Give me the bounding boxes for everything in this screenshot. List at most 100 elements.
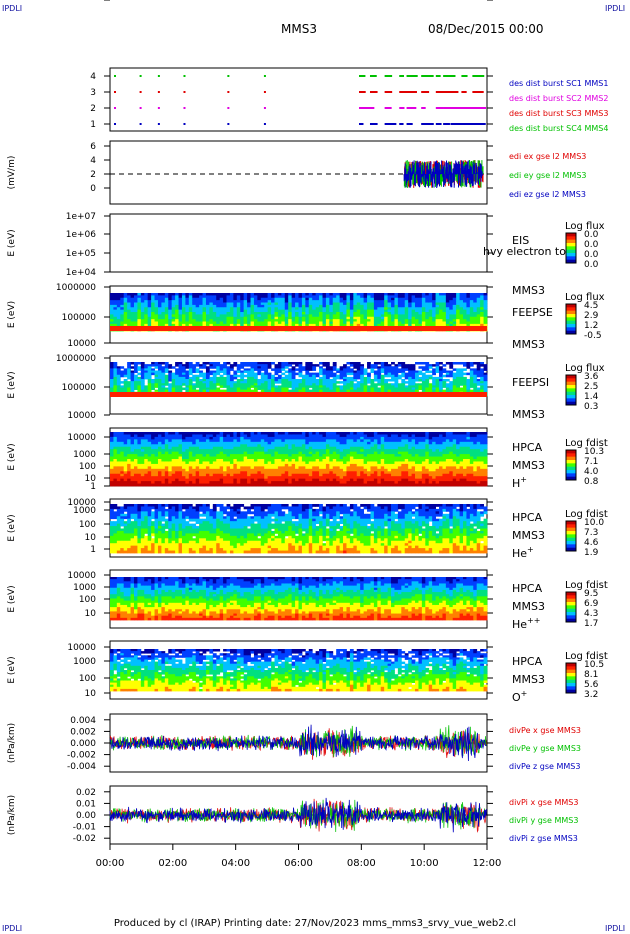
spectrogram-bin xyxy=(384,364,389,367)
spectrogram-bin xyxy=(329,300,334,303)
spectrogram-bin xyxy=(343,389,347,393)
spectrogram-bin xyxy=(301,302,306,306)
spectrogram-bin xyxy=(425,385,430,388)
spectrogram-bin xyxy=(271,478,275,482)
spectrogram-bin xyxy=(140,451,145,455)
spectrogram-bin xyxy=(380,379,385,382)
spectrogram-bin xyxy=(116,436,121,440)
spectrogram-bin xyxy=(380,312,385,315)
spectrogram-bin xyxy=(185,312,190,315)
spectrogram-bin xyxy=(466,295,471,299)
spectrogram-bin xyxy=(274,323,279,327)
burst-interval xyxy=(227,123,230,125)
spectrogram-bin xyxy=(325,297,330,301)
spectrogram-bin xyxy=(483,389,488,393)
spectrogram-bin xyxy=(439,368,443,371)
species-label-feeps-i: MMS3 xyxy=(512,408,545,421)
burst-interval xyxy=(406,75,418,77)
spectrogram-bin xyxy=(325,436,330,440)
spectrogram-bin xyxy=(130,451,135,455)
spectrogram-bin xyxy=(308,364,313,367)
spectrogram-bin xyxy=(192,314,197,318)
spectrogram-bin xyxy=(147,476,152,480)
spectrogram-bin xyxy=(301,454,306,457)
spectrogram-bin xyxy=(469,309,474,313)
spectrogram-bin xyxy=(322,316,327,320)
spectrogram-bin xyxy=(223,466,227,470)
spectrogram-bin xyxy=(277,471,282,475)
spectrogram-bin xyxy=(360,366,365,369)
spectrogram-bin xyxy=(147,314,152,318)
spectrogram-bin xyxy=(223,468,227,472)
spectrogram-bin xyxy=(226,307,231,311)
spectrogram-bin xyxy=(147,319,152,322)
spectrogram-bin xyxy=(209,389,214,393)
spectrogram-bin xyxy=(449,364,454,367)
spectrogram-bin xyxy=(432,316,436,320)
spectrogram-bin xyxy=(233,476,238,480)
spectrogram-bin xyxy=(442,374,447,378)
spectrogram-bin xyxy=(452,387,457,391)
spectrogram-bin xyxy=(164,370,169,374)
spectrogram-bin xyxy=(168,304,173,308)
spectrogram-bin xyxy=(161,454,166,457)
spectrogram-bin xyxy=(298,444,303,448)
spectrogram-bin xyxy=(260,295,265,299)
spectrogram-bin xyxy=(264,319,269,322)
spectrogram-bin xyxy=(428,387,433,391)
spectrogram-bin xyxy=(377,362,382,365)
spectrogram-bin xyxy=(199,297,203,301)
spectrogram-bin xyxy=(288,295,293,299)
spectrogram-bin xyxy=(151,434,155,438)
spectrogram-bin xyxy=(425,381,430,384)
spectrogram-bin xyxy=(164,471,169,475)
spectrogram-bin xyxy=(253,362,258,365)
spectrogram-bin xyxy=(322,478,327,482)
spectrogram-bin xyxy=(439,321,443,325)
burst-interval xyxy=(114,123,116,125)
spectrogram-bin xyxy=(199,370,203,374)
spectrogram-bin xyxy=(130,468,135,472)
spectrogram-bin xyxy=(175,476,179,480)
spectrogram-bin xyxy=(168,302,173,306)
spectrogram-bin xyxy=(439,302,443,306)
spectrogram-bin xyxy=(144,300,149,303)
spectrogram-bin xyxy=(445,374,450,378)
spectrogram-bin xyxy=(349,389,354,393)
spectrogram-bin xyxy=(476,372,481,376)
spectrogram-bin xyxy=(442,368,447,371)
spectrogram-bin xyxy=(168,293,173,296)
spectrogram-bin xyxy=(250,372,255,376)
spectrogram-bin xyxy=(192,432,197,435)
spectrogram-bin xyxy=(178,307,183,311)
spectrogram-bin xyxy=(110,454,114,457)
spectrogram-bin xyxy=(271,387,275,391)
spectrogram-bin xyxy=(188,372,193,376)
spectrogram-bin xyxy=(449,302,454,306)
burst-interval xyxy=(384,123,397,125)
spectrogram-bin xyxy=(140,481,145,484)
spectrogram-bin xyxy=(188,466,193,470)
spectrogram-bin xyxy=(315,295,320,299)
spectrogram-bin xyxy=(367,381,371,384)
spectrogram-bin xyxy=(459,323,464,327)
spectrogram-bin xyxy=(449,307,454,311)
spectrogram-bin xyxy=(319,387,323,391)
spectrogram-bin xyxy=(154,300,159,303)
spectrogram-bin xyxy=(154,471,159,475)
spectrogram-bin xyxy=(250,449,255,453)
spectrogram-bin xyxy=(192,307,197,311)
spectrogram-bin xyxy=(370,385,375,388)
spectrogram-bin xyxy=(469,302,474,306)
spectrogram-bin xyxy=(271,476,275,480)
spectrogram-bin xyxy=(456,379,460,382)
spectrogram-bin xyxy=(397,297,402,301)
spectrogram-bin xyxy=(469,319,474,322)
spectrogram-bin xyxy=(281,432,286,435)
spectrogram-bin xyxy=(336,314,341,318)
spectrogram-bin xyxy=(154,381,159,384)
spectrogram-bin xyxy=(195,297,200,301)
spectrogram-bin xyxy=(456,309,460,313)
spectrogram-bin xyxy=(353,385,358,388)
page-title: MMS3 xyxy=(281,22,317,36)
